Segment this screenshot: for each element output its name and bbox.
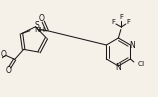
- Text: F: F: [111, 19, 115, 25]
- Text: N: N: [130, 41, 135, 50]
- Text: O: O: [0, 50, 6, 59]
- Text: NH: NH: [34, 27, 45, 33]
- Text: S: S: [34, 21, 39, 30]
- Text: O: O: [6, 66, 12, 75]
- Text: F: F: [119, 14, 123, 20]
- Text: O: O: [39, 14, 45, 23]
- Text: F: F: [126, 19, 130, 25]
- Text: N: N: [115, 63, 121, 72]
- Text: Cl: Cl: [137, 61, 144, 67]
